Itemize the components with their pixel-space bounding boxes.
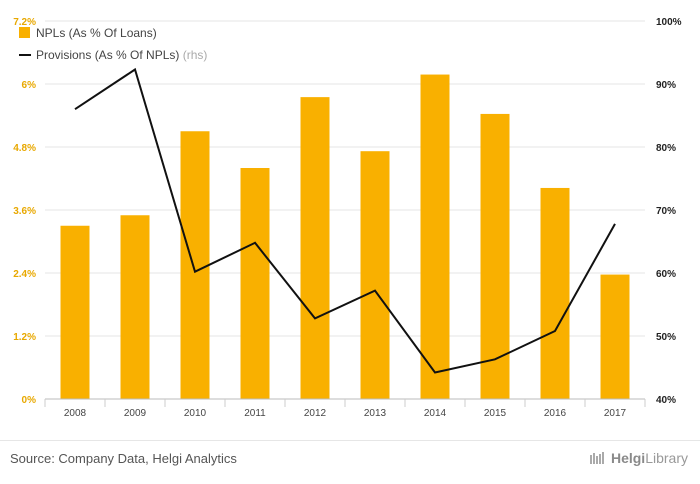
source-note: Source: Company Data, Helgi Analytics (10, 451, 237, 466)
bar-npls (600, 274, 630, 399)
bar-npls (420, 74, 450, 400)
x-axis: 2008 2009 2010 2011 2012 2013 2014 2015 2016 2017 (44, 398, 646, 419)
right-tick-label: 60% (656, 269, 676, 280)
footer (0, 440, 700, 484)
x-tick-label: 2017 (604, 408, 627, 419)
line-series (74, 67, 616, 374)
right-tick-label: 90% (656, 80, 676, 91)
bar-npls (180, 131, 210, 399)
bar-npls (480, 113, 510, 400)
x-tick-label: 2015 (484, 408, 507, 419)
right-tick-label: 100% (656, 17, 682, 28)
bar-npls (300, 97, 330, 399)
left-tick-label: 3.6% (13, 206, 36, 217)
x-tick-label: 2014 (424, 408, 447, 419)
left-tick-label: 7.2% (13, 17, 36, 28)
bar-npls (360, 151, 390, 399)
brand-logo: HelgiLibrary (589, 450, 688, 466)
x-tick-label: 2016 (544, 408, 567, 419)
library-icon (589, 452, 604, 464)
brand-suffix: Library (645, 450, 688, 466)
x-tick-label: 2010 (184, 408, 207, 419)
legend-label-provisions: Provisions (As % Of NPLs) (rhs) (36, 48, 207, 62)
x-tick-label: 2013 (364, 408, 387, 419)
left-tick-label: 1.2% (13, 332, 36, 343)
bar-npls (540, 187, 570, 399)
right-axis-ticks: 40% 50% 60% 70% 80% 90% 100% (656, 17, 682, 406)
right-tick-label: 50% (656, 332, 676, 343)
bar-npls (60, 225, 90, 399)
line-provisions (74, 67, 616, 374)
x-tick-label: 2009 (124, 408, 147, 419)
legend-swatch-npls (19, 27, 30, 38)
right-tick-label: 80% (656, 143, 676, 154)
legend-label-npls: NPLs (As % Of Loans) (36, 26, 157, 40)
bar-npls (240, 168, 270, 399)
legend: NPLs (As % Of Loans) Provisions (As % Of… (19, 26, 207, 62)
left-tick-label: 2.4% (13, 269, 36, 280)
left-axis-ticks: 0% 1.2% 2.4% 3.6% 4.8% 6% 7.2% (13, 17, 36, 406)
right-tick-label: 40% (656, 395, 676, 406)
chart-canvas: 0% 1.2% 2.4% 3.6% 4.8% 6% 7.2% 40% 50% 60% 70% 80%… (13, 17, 682, 419)
brand-prefix: Helgi (610, 450, 646, 466)
bar-series (60, 74, 630, 400)
left-tick-label: 6% (22, 80, 37, 91)
right-tick-label: 70% (656, 206, 676, 217)
bar-npls (120, 215, 150, 399)
x-tick-label: 2012 (304, 408, 327, 419)
left-tick-label: 4.8% (13, 143, 36, 154)
x-tick-label: 2008 (64, 408, 87, 419)
x-tick-label: 2011 (244, 408, 266, 419)
left-tick-label: 0% (22, 395, 37, 406)
